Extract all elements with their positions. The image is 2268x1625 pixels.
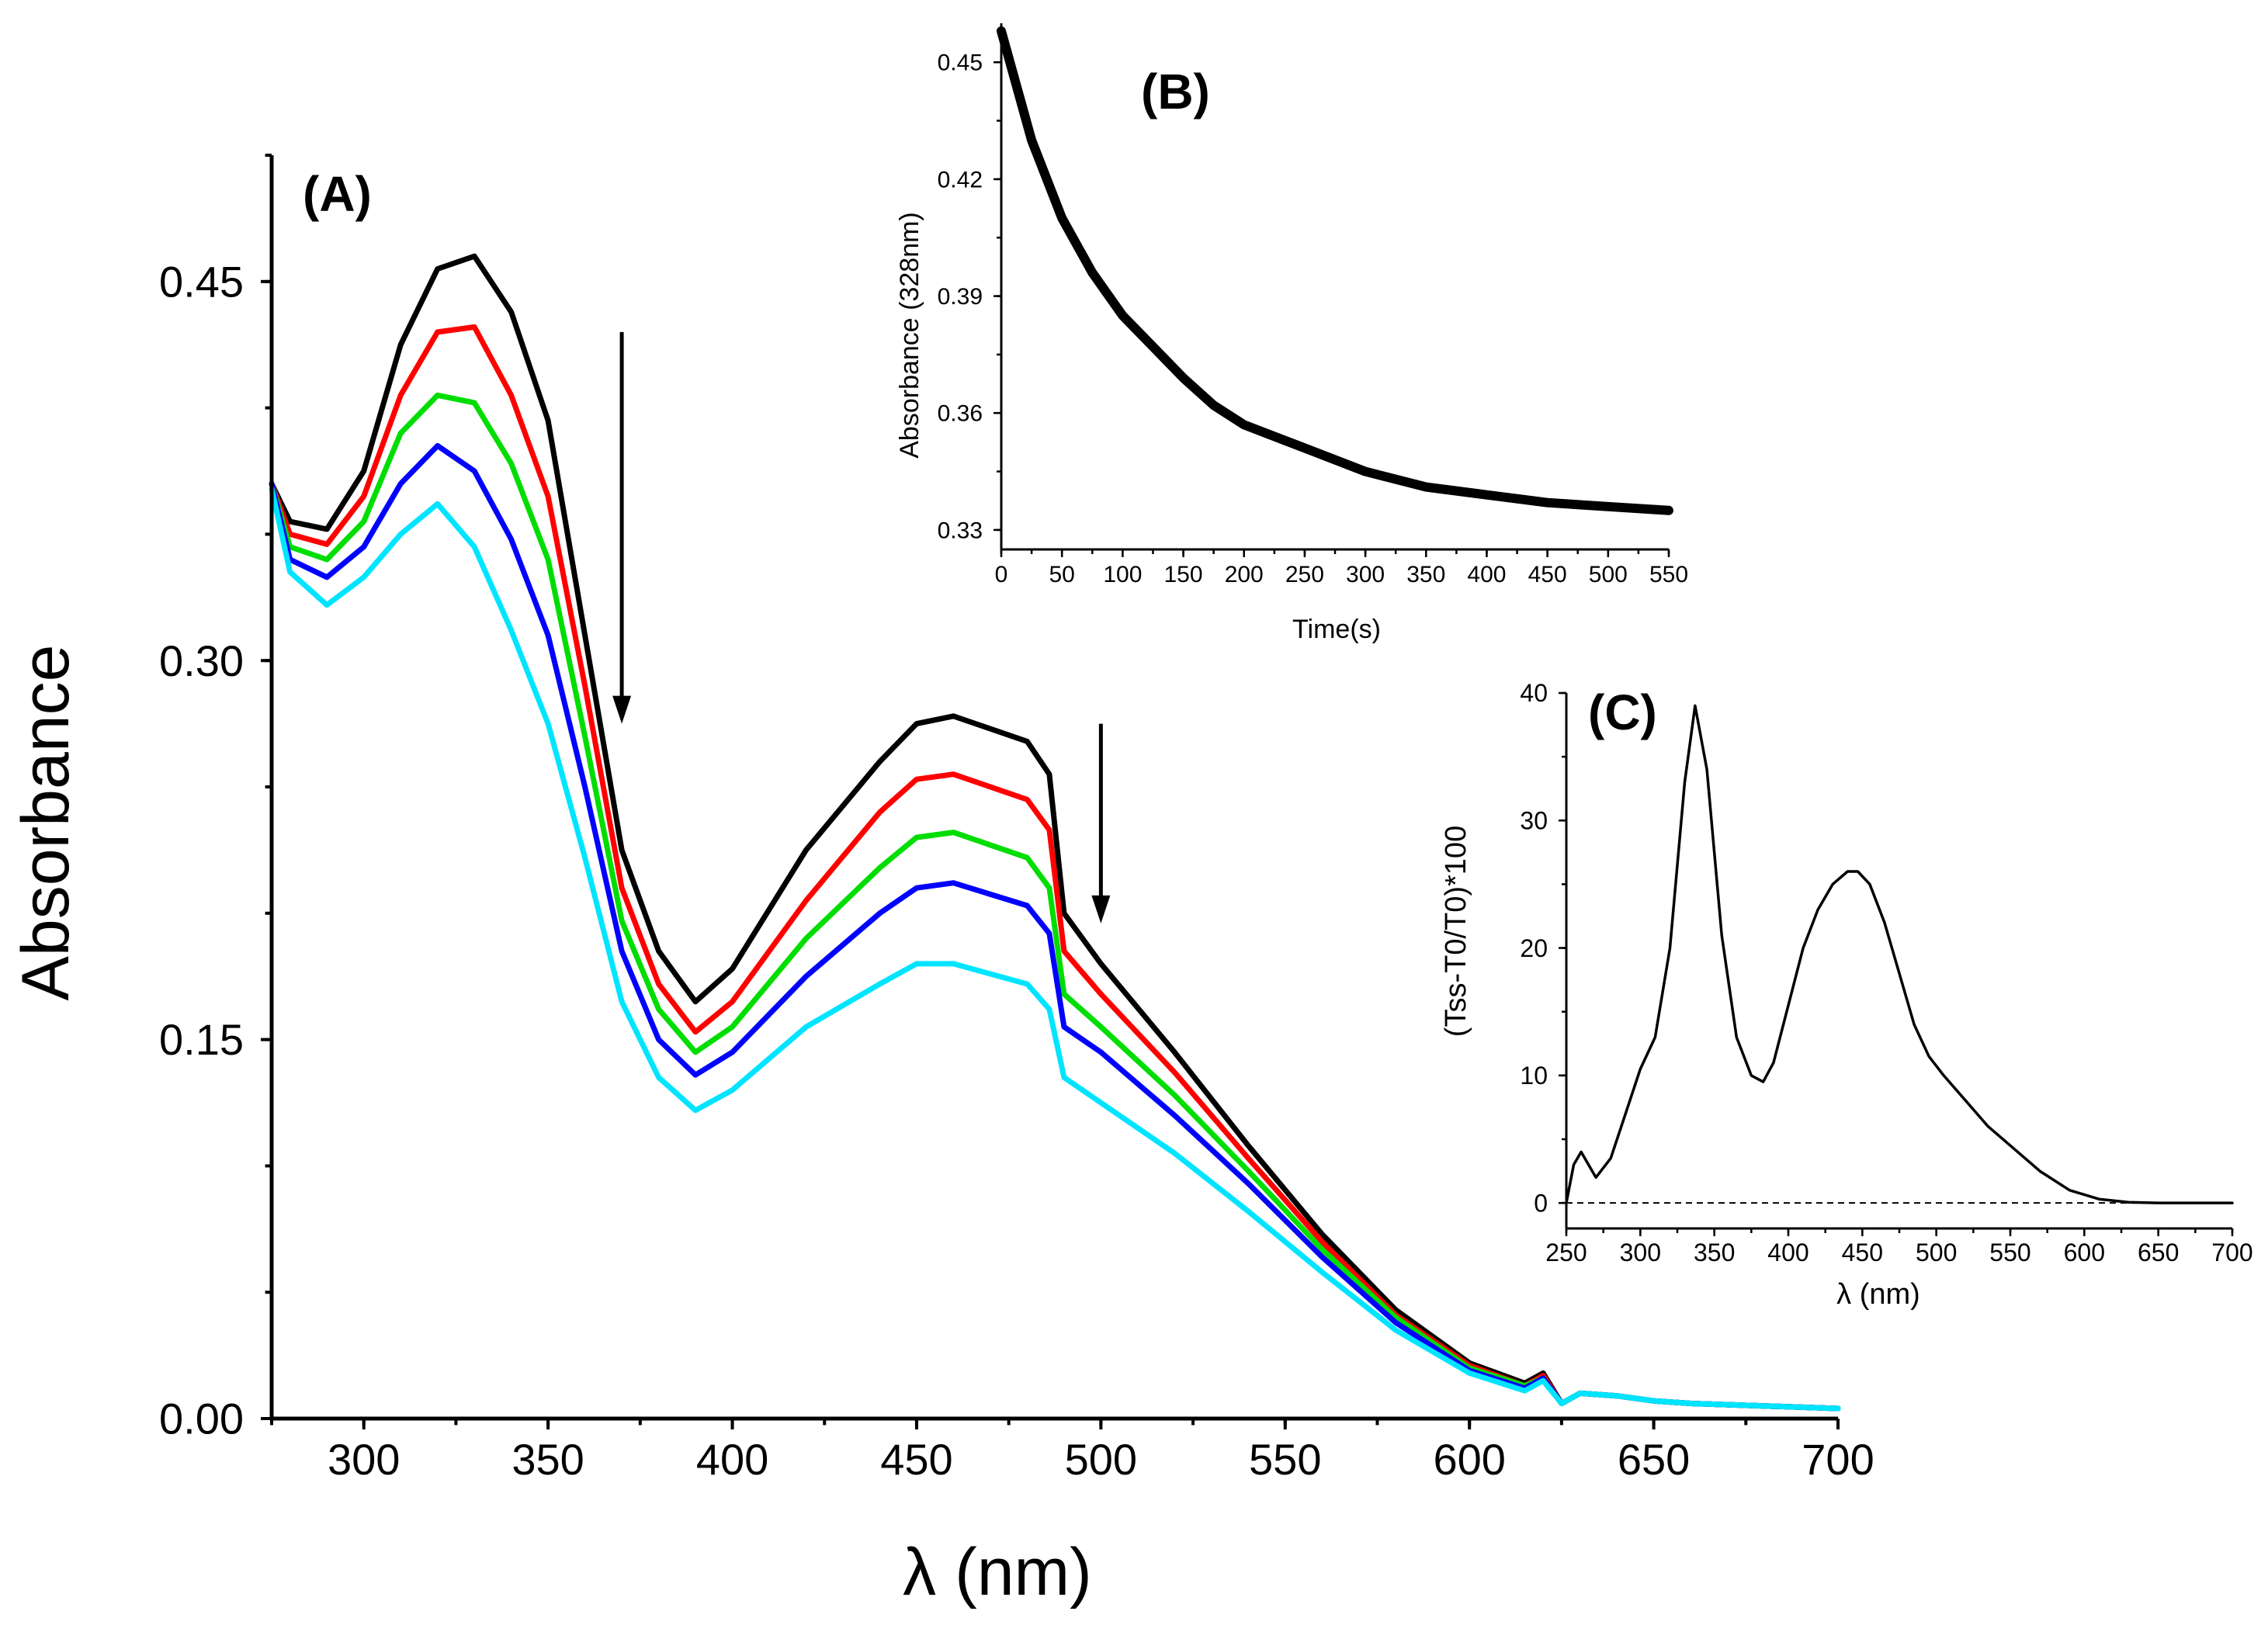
panel-c-axes bbox=[1559, 691, 2234, 1236]
panel-a-plot bbox=[269, 253, 1841, 1412]
panel-b-x-tick-label: 550 bbox=[1649, 562, 1688, 587]
panel-a-y-tick-label: 0.00 bbox=[159, 1395, 244, 1443]
panel-c-x-tick-label: 250 bbox=[1545, 1239, 1587, 1266]
panel-c-x-tick-label: 500 bbox=[1916, 1239, 1957, 1266]
panel-c-x-tick-label: 450 bbox=[1842, 1239, 1883, 1266]
panel-b-y-axis-title: Absorbance (328nm) bbox=[895, 212, 924, 459]
panel-c-x-tick-label: 550 bbox=[1989, 1239, 2030, 1266]
panel-c-y-tick-label: 40 bbox=[1520, 679, 1548, 707]
panel-a-tick-labels: 300 350 400 450 500 550 600 650 7000.000.150.300… bbox=[159, 257, 1874, 1484]
panel-b-y-tick-label: 0.39 bbox=[938, 284, 983, 310]
panel-c-y-tick-label: 0 bbox=[1534, 1189, 1548, 1217]
panel-c-y-axis-title: (Tss-T0/T0)*100 bbox=[1440, 826, 1472, 1037]
panel-b-y-tick-label: 0.45 bbox=[938, 50, 983, 76]
panel-c: 250 300 350 400 450 500 550 600 650 700010203040 … bbox=[1440, 679, 2253, 1311]
panel-b: 0 50 100 150 200 250 300 350 400 450 500 550 0.33 0.3… bbox=[895, 23, 1688, 644]
panel-c-x-tick-label: 650 bbox=[2138, 1239, 2179, 1266]
panel-c-y-tick-label: 30 bbox=[1520, 806, 1548, 834]
panel-a-x-tick-label: 550 bbox=[1249, 1435, 1321, 1484]
panel-b-x-tick-label: 200 bbox=[1225, 562, 1264, 587]
panel-a-x-tick-label: 500 bbox=[1065, 1435, 1137, 1484]
panel-c-x-tick-label: 300 bbox=[1620, 1239, 1661, 1266]
panel-b-x-tick-label: 450 bbox=[1528, 562, 1567, 587]
panel-a-x-tick-label: 650 bbox=[1618, 1435, 1690, 1484]
panel-c-y-tick-label: 20 bbox=[1520, 934, 1548, 962]
panel-b-tick-labels: 0 50 100 150 200 250 300 350 400 450 500 550 0.33 0.3… bbox=[938, 50, 1688, 587]
panel-b-x-tick-label: 150 bbox=[1164, 562, 1203, 587]
panel-a-arrows bbox=[612, 331, 1111, 923]
panel-c-series-line-1 bbox=[1565, 704, 2234, 1204]
panel-a-y-tick-label: 0.30 bbox=[159, 636, 244, 685]
panel-a-x-tick-label: 600 bbox=[1433, 1435, 1505, 1484]
panel-a-label: (A) bbox=[303, 166, 372, 222]
panel-c-x-tick-label: 600 bbox=[2064, 1239, 2105, 1266]
panel-a-x-axis-title: λ (nm) bbox=[903, 1535, 1092, 1609]
panel-a: 300 350 400 450 500 550 600 650 7000.000.150.300… bbox=[9, 154, 1874, 1609]
panel-a-x-tick-label: 400 bbox=[696, 1435, 768, 1484]
panel-b-x-tick-label: 250 bbox=[1285, 562, 1324, 587]
panel-b-x-tick-label: 400 bbox=[1467, 562, 1506, 587]
panel-c-x-tick-label: 400 bbox=[1767, 1239, 1809, 1266]
panel-a-y-tick-label: 0.45 bbox=[159, 257, 244, 306]
panel-b-x-axis-title: Time(s) bbox=[1292, 615, 1381, 644]
panel-a-arrow-head-1 bbox=[612, 695, 632, 724]
panel-a-y-tick-label: 0.15 bbox=[159, 1015, 244, 1064]
panel-b-y-tick-label: 0.42 bbox=[938, 167, 983, 192]
panel-b-x-tick-label: 300 bbox=[1346, 562, 1385, 587]
panel-c-x-tick-label: 700 bbox=[2211, 1239, 2252, 1266]
panel-b-y-tick-label: 0.36 bbox=[938, 401, 983, 427]
panel-c-plot bbox=[1565, 704, 2234, 1204]
panel-b-x-tick-label: 0 bbox=[995, 562, 1008, 587]
panel-b-x-tick-label: 350 bbox=[1406, 562, 1445, 587]
panel-c-y-tick-label: 10 bbox=[1520, 1062, 1548, 1090]
panel-b-label: (B) bbox=[1141, 64, 1210, 120]
panel-b-plot bbox=[997, 26, 1673, 515]
panel-b-axes bbox=[994, 23, 1670, 557]
panel-b-y-tick-label: 0.33 bbox=[938, 518, 983, 543]
panel-b-x-tick-label: 500 bbox=[1589, 562, 1628, 587]
panel-a-x-tick-label: 700 bbox=[1802, 1435, 1874, 1484]
panel-b-series-line-1 bbox=[997, 26, 1673, 515]
panel-c-x-axis-title: λ (nm) bbox=[1836, 1278, 1920, 1311]
panel-a-arrow-head-2 bbox=[1091, 895, 1111, 923]
panel-a-axes bbox=[261, 154, 1840, 1429]
panel-a-x-tick-label: 350 bbox=[512, 1435, 584, 1484]
panel-c-label: (C) bbox=[1588, 684, 1657, 740]
panel-c-x-tick-label: 350 bbox=[1694, 1239, 1735, 1266]
panel-a-x-tick-label: 450 bbox=[880, 1435, 952, 1484]
panel-b-x-tick-label: 100 bbox=[1103, 562, 1142, 587]
panel-c-tick-labels: 250 300 350 400 450 500 550 600 650 700 0 10 20 30 40 bbox=[1520, 679, 2252, 1266]
panel-b-x-tick-label: 50 bbox=[1049, 562, 1074, 587]
panel-a-series-line-5 bbox=[269, 486, 1841, 1412]
panel-a-y-axis-title: Absorbance bbox=[9, 645, 83, 1001]
panel-a-x-tick-label: 300 bbox=[328, 1435, 400, 1484]
